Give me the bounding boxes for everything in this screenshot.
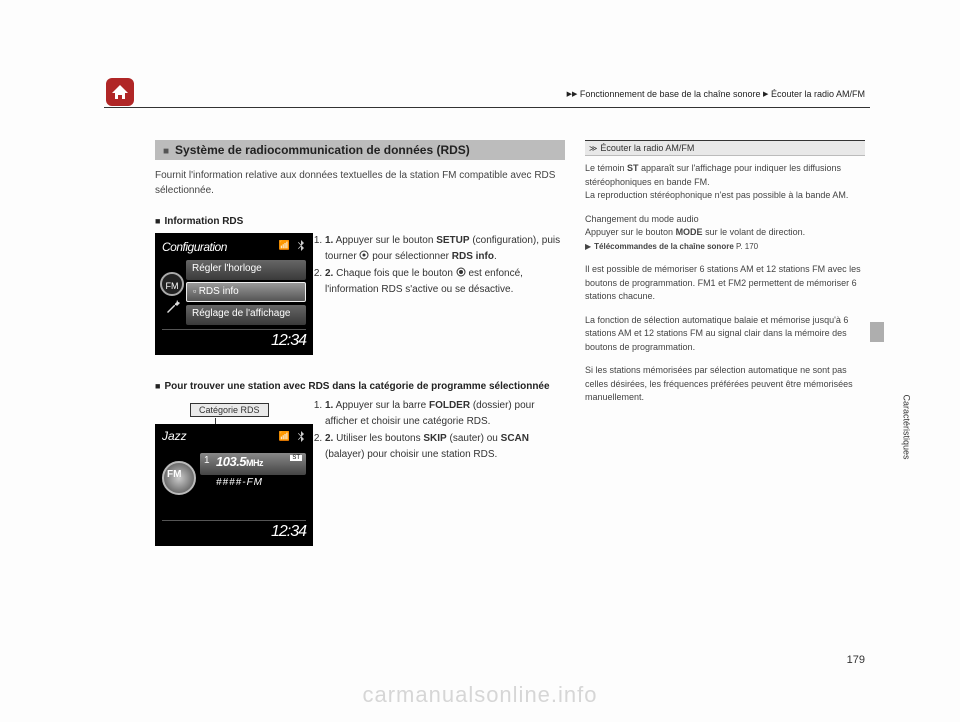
side-p2: Changement du mode audio Appuyer sur le …	[585, 213, 865, 254]
screen1-row2: ▫ RDS info	[186, 282, 306, 302]
intro-text: Fournit l'information relative aux donné…	[155, 168, 565, 198]
screen1-band: FM	[160, 272, 184, 296]
side-p3: Il est possible de mémoriser 6 stations …	[585, 263, 865, 304]
breadcrumb-part2: Écouter la radio AM/FM	[771, 89, 865, 99]
bluetooth-icon	[297, 240, 306, 253]
section-tab: Caractéristiques	[870, 322, 884, 522]
book-icon: ▶	[585, 242, 591, 251]
screen2-category: Jazz	[162, 429, 187, 443]
watermark: carmanualsonline.info	[0, 682, 960, 708]
side-title-bar: ≫Écouter la radio AM/FM	[585, 140, 865, 156]
screen2-stereo-badge: ST	[290, 455, 302, 461]
page-number: 179	[847, 654, 865, 666]
subheading-find-station: ■Pour trouver une station avec RDS dans …	[155, 381, 565, 392]
display-screenshot-1: Configuration 📶 FM Régler l'horloge ▫ RD…	[155, 233, 313, 355]
screen1-row3: Réglage de l'affichage	[186, 305, 306, 325]
screen2-preset: 1	[204, 455, 210, 466]
section-title-bar: ■Système de radiocommunication de donnée…	[155, 140, 565, 160]
side-p4: La fonction de sélection automatique bal…	[585, 314, 865, 355]
screen2-frequency: 103.5MHz	[216, 454, 263, 469]
step-1: 1. Appuyer sur le bouton SETUP (configur…	[325, 233, 565, 264]
steps-list-2: 1. Appuyer sur la barre FOLDER (dossier)…	[325, 398, 565, 546]
side-body: Le témoin ST apparaît sur l'affichage po…	[585, 162, 865, 405]
dial-icon	[359, 250, 369, 260]
step-1b: 1. Appuyer sur la barre FOLDER (dossier)…	[325, 398, 565, 429]
step-2: 2. Chaque fois que le bouton est enfoncé…	[325, 266, 565, 297]
screen2-band: FM	[167, 469, 181, 480]
wrench-icon	[164, 298, 182, 316]
side-p1: Le témoin ST apparaît sur l'affichage po…	[585, 162, 865, 203]
section-title: Système de radiocommunication de données…	[175, 143, 470, 157]
step-2b: 2. Utiliser les boutons SKIP (sauter) ou…	[325, 431, 565, 462]
breadcrumb-part1: Fonctionnement de base de la chaîne sono…	[580, 89, 761, 99]
screen2-station-name: ####-FM	[216, 477, 263, 488]
section-tab-label: Caractéristiques	[901, 394, 911, 459]
screen1-row1: Régler l'horloge	[186, 260, 306, 280]
header-divider	[104, 107, 870, 108]
bluetooth-icon	[297, 431, 306, 444]
steps-list-1: 1. Appuyer sur le bouton SETUP (configur…	[325, 233, 565, 355]
display-screenshot-2: Catégorie RDS Jazz 📶 FM 1 103.5MHz ST	[155, 404, 313, 546]
screen1-title: Configuration	[162, 240, 227, 254]
callout-label: Catégorie RDS	[190, 403, 269, 417]
screen1-clock: 12:34	[271, 332, 306, 350]
push-icon	[456, 267, 466, 277]
breadcrumb: ▶▶ Fonctionnement de base de la chaîne s…	[567, 89, 865, 99]
side-p5: Si les stations mémorisées par sélection…	[585, 364, 865, 405]
subheading-info-rds: ■Information RDS	[155, 216, 565, 227]
home-icon[interactable]	[106, 78, 134, 106]
signal-icon: 📶	[279, 240, 290, 251]
screen2-clock: 12:34	[271, 523, 306, 541]
side-title: Écouter la radio AM/FM	[600, 143, 694, 153]
signal-icon: 📶	[279, 431, 290, 442]
